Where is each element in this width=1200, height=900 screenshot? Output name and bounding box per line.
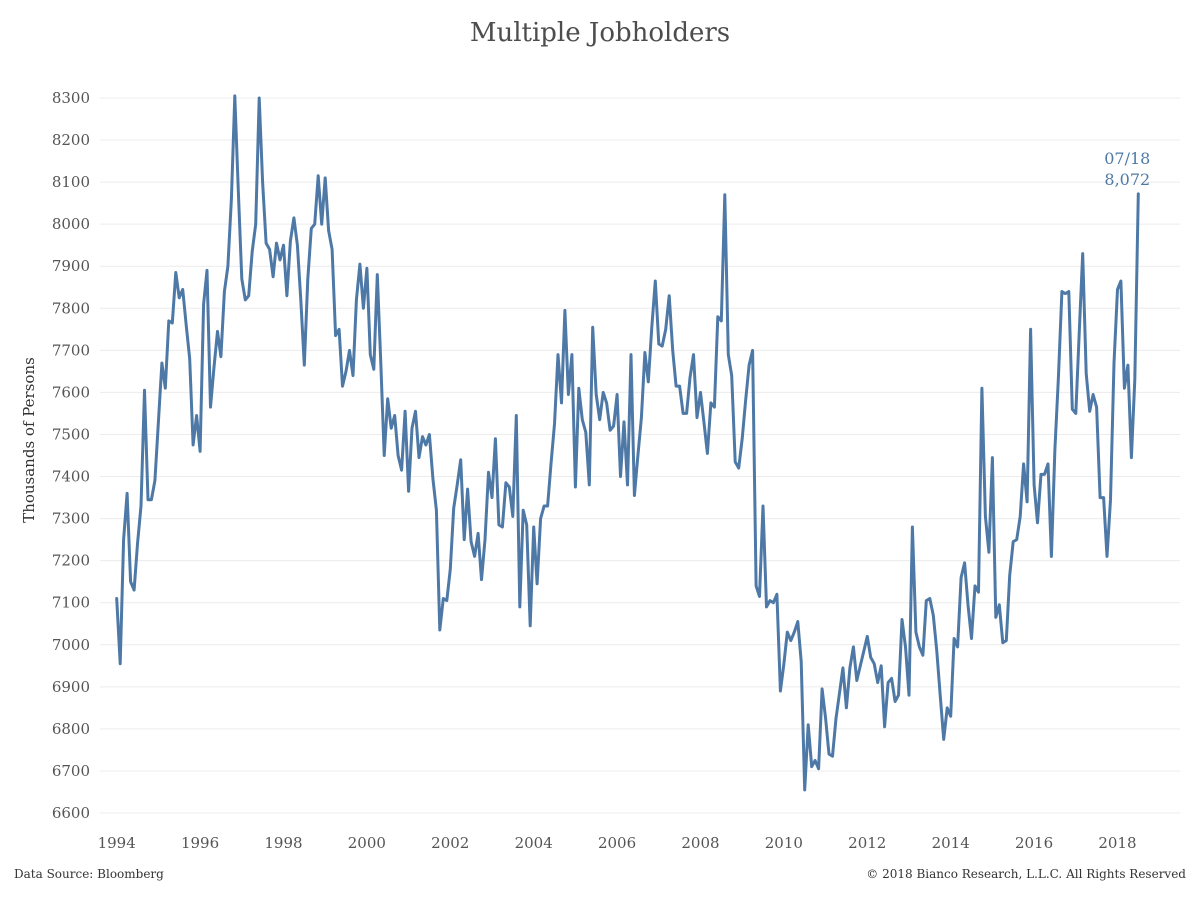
x-tick-label: 2010	[765, 834, 803, 852]
y-tick-label: 7200	[52, 552, 90, 570]
y-tick-label: 7100	[52, 594, 90, 612]
y-tick-label: 7800	[52, 299, 90, 317]
x-tick-label: 2008	[681, 834, 719, 852]
y-tick-label: 6600	[52, 804, 90, 822]
x-tick-label: 1996	[181, 834, 219, 852]
y-tick-label: 8000	[52, 215, 90, 233]
y-tick-label: 7500	[52, 425, 90, 443]
data-source: Data Source: Bloomberg	[14, 867, 164, 881]
y-tick-label: 8200	[52, 131, 90, 149]
y-tick-label: 7400	[52, 468, 90, 486]
x-tick-label: 2006	[598, 834, 636, 852]
y-axis-label: Thousands of Persons	[20, 357, 38, 523]
x-tick-label: 1998	[264, 834, 302, 852]
x-tick-label: 2000	[348, 834, 386, 852]
y-tick-label: 8300	[52, 89, 90, 107]
y-tick-label: 7300	[52, 510, 90, 528]
series-line	[115, 94, 1140, 792]
y-tick-label: 7600	[52, 383, 90, 401]
x-tick-label: 2014	[932, 834, 970, 852]
y-tick-label: 6800	[52, 720, 90, 738]
x-tick-label: 2012	[848, 834, 886, 852]
gridlines	[100, 97, 1180, 814]
x-tick-label: 2018	[1098, 834, 1136, 852]
y-tick-label: 7000	[52, 636, 90, 654]
copyright-notice: © 2018 Bianco Research, L.L.C. All Right…	[866, 867, 1186, 881]
annotation-value: 8,072	[1104, 170, 1150, 189]
annotation-date: 07/18	[1104, 149, 1150, 168]
x-tick-label: 2004	[515, 834, 553, 852]
x-tick-label: 1994	[98, 834, 136, 852]
y-axis-ticks: 6600 6700 6800 6900 7000 7100 7200 7300 7400 7500…	[52, 89, 90, 822]
x-tick-label: 2016	[1015, 834, 1053, 852]
x-tick-label: 2002	[431, 834, 469, 852]
chart-title: Multiple Jobholders	[469, 18, 731, 48]
y-tick-label: 8100	[52, 173, 90, 191]
y-tick-label: 7700	[52, 341, 90, 359]
y-tick-label: 6700	[52, 762, 90, 780]
x-axis-ticks: 1994 1996 1998 2000 2002 2004 2006 2008 2010 2012…	[98, 834, 1137, 852]
y-tick-label: 6900	[52, 678, 90, 696]
y-tick-label: 7900	[52, 257, 90, 275]
